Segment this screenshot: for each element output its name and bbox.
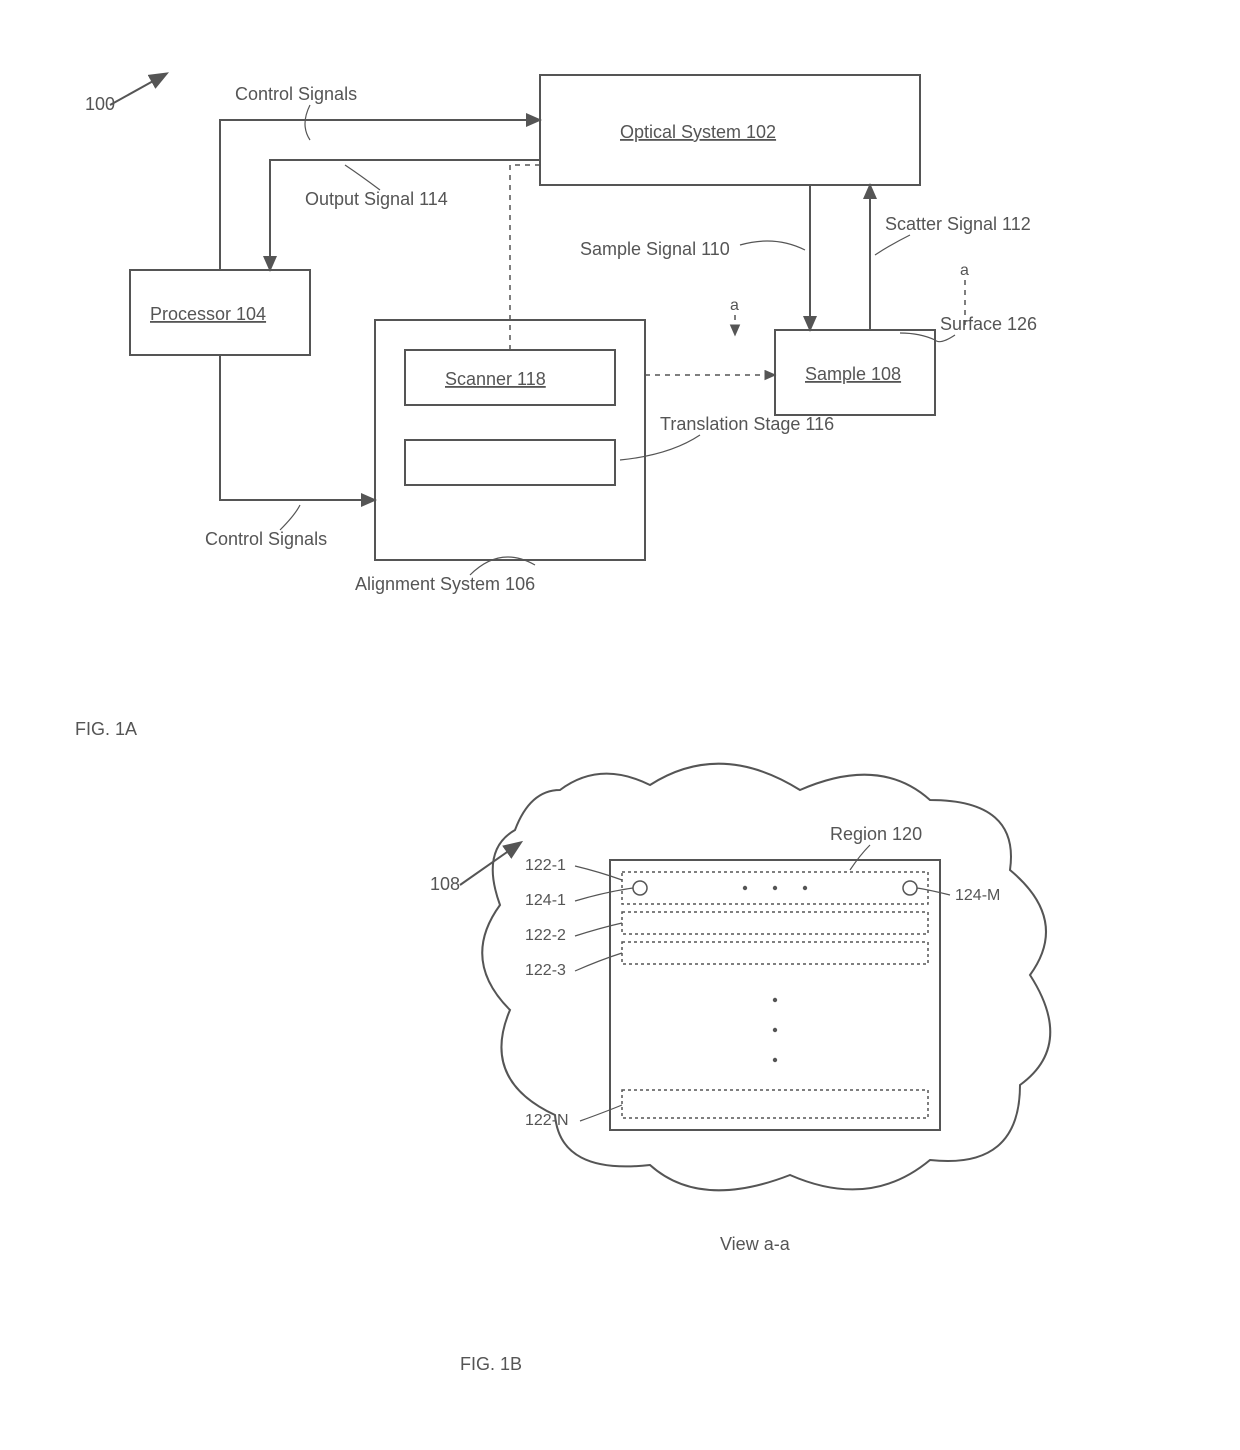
sample-signal-label: Sample Signal 110 (580, 239, 730, 259)
dot-v2 (773, 1028, 777, 1032)
sample-label: Sample 108 (805, 364, 901, 384)
scanner-label: Scanner 118 (445, 369, 546, 389)
leader-122-1 (575, 866, 622, 880)
output-signal-arrow (270, 160, 540, 270)
ref-100-arrow (110, 80, 155, 105)
output-leader (345, 165, 380, 190)
surface-leader (900, 333, 955, 342)
translation-stage-block (405, 440, 615, 485)
scanner-to-optical-dash (510, 165, 540, 350)
translation-leader (620, 435, 700, 460)
output-signal-label: Output Signal 114 (305, 189, 448, 209)
pixel-124-1 (633, 881, 647, 895)
row-122-2 (622, 912, 928, 934)
sample-signal-leader (740, 241, 805, 250)
translation-stage-label: Translation Stage 116 (660, 414, 834, 434)
dot-v3 (773, 1058, 777, 1062)
leader-122-n (580, 1105, 622, 1121)
label-122-n: 122-N (525, 1112, 569, 1129)
view-label: View a-a (720, 1234, 791, 1254)
region-label: Region 120 (830, 824, 922, 844)
alignment-system-label: Alignment System 106 (355, 574, 535, 594)
scatter-signal-label: Scatter Signal 112 (885, 214, 1031, 234)
label-122-1: 122-1 (525, 857, 566, 874)
control-top-leader (305, 105, 310, 140)
control-signals-top-label: Control Signals (235, 84, 357, 104)
section-a-left: a (730, 297, 739, 314)
leader-124-m (917, 888, 950, 895)
label-124-m: 124-M (955, 887, 1000, 904)
row-122-3 (622, 942, 928, 964)
label-122-2: 122-2 (525, 927, 566, 944)
leader-124-1 (575, 888, 633, 901)
ref-108: 108 (430, 874, 460, 894)
region-leader (850, 845, 870, 870)
dot-v1 (773, 998, 777, 1002)
scatter-leader (875, 235, 910, 255)
fig-1a-caption: FIG. 1A (75, 719, 137, 739)
pixel-124-m (903, 881, 917, 895)
figure-1a: 100 Optical System 102 Processor 104 Ali… (75, 75, 1037, 739)
leader-122-3 (575, 953, 622, 971)
fig-1b-caption: FIG. 1B (460, 1354, 522, 1374)
row-122-n (622, 1090, 928, 1118)
label-122-3: 122-3 (525, 962, 566, 979)
dot-h2 (773, 886, 777, 890)
figure-1b: 108 Region 120 122-1 124-1 122-2 1 (430, 764, 1050, 1374)
optical-system-label: Optical System 102 (620, 122, 776, 142)
section-a-right: a (960, 262, 969, 279)
control-signals-bot-arrow (220, 355, 375, 500)
surface-label: Surface 126 (940, 314, 1037, 334)
control-signals-bot-label: Control Signals (205, 529, 327, 549)
label-124-1: 124-1 (525, 892, 566, 909)
dot-h1 (743, 886, 747, 890)
leader-122-2 (575, 923, 622, 936)
control-bot-leader (280, 505, 300, 530)
ref-108-arrow (460, 850, 510, 885)
processor-label: Processor 104 (150, 304, 266, 324)
dot-h3 (803, 886, 807, 890)
